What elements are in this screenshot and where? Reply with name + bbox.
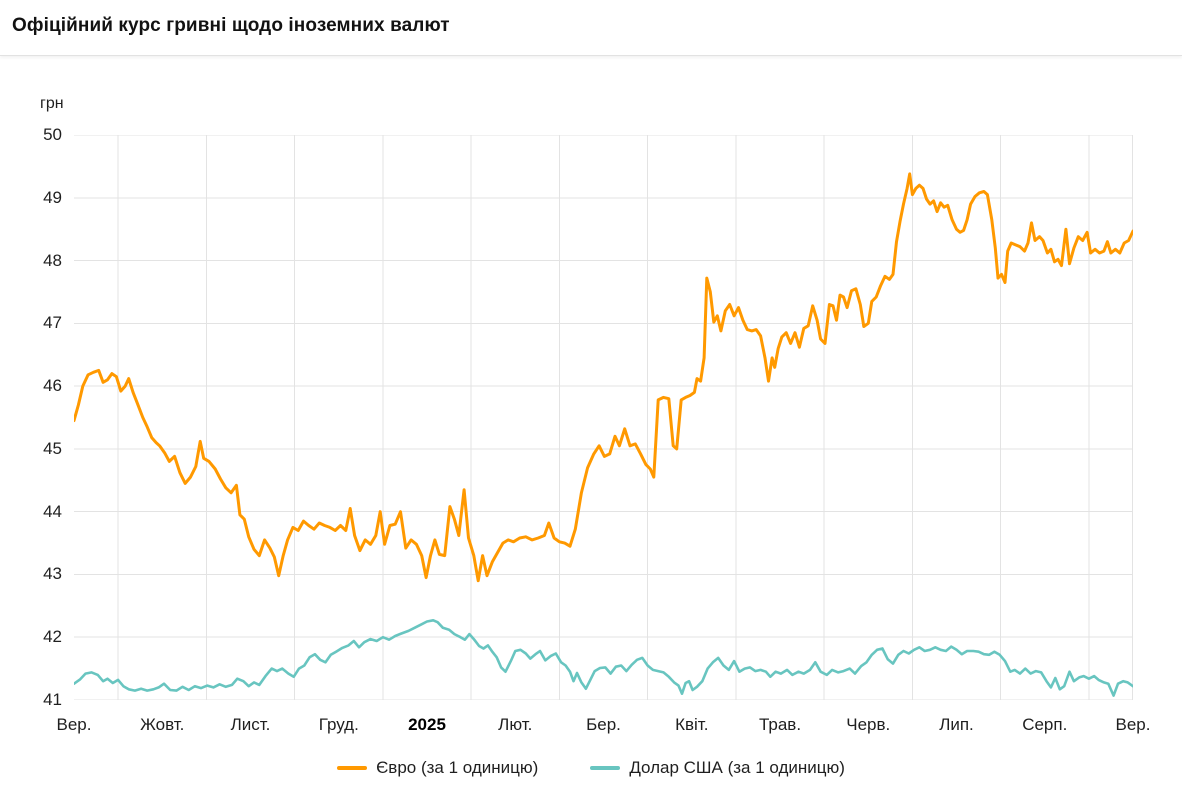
x-axis-tick-label: Лип. (939, 715, 974, 734)
x-axis-tick-label: Квіт. (675, 715, 709, 734)
x-axis-tick-label: Лист. (230, 715, 271, 734)
x-axis-tick-label: Жовт. (140, 715, 185, 734)
y-axis-tick-label: 42 (43, 627, 62, 647)
y-axis-tick-label: 50 (43, 125, 62, 144)
y-axis-tick-label: 43 (43, 564, 62, 584)
y-axis-tick-label: 44 (43, 501, 62, 521)
page-header: Офіційний курс гривні щодо іноземних вал… (0, 0, 1182, 56)
y-axis-tick-label: 46 (43, 376, 62, 396)
eur-series-line (74, 172, 1133, 583)
page-title: Офіційний курс гривні щодо іноземних вал… (12, 15, 450, 36)
y-axis-unit-label: грн (40, 95, 64, 112)
x-axis-tick-label: Вер. (1115, 715, 1151, 734)
legend-item-eur[interactable]: Євро (за 1 одиницю) (337, 757, 538, 779)
exchange-rate-chart[interactable]: грн 50 49 48 47 46 45 44 43 42 41 Вер. Жовт. Лист. Г… (0, 57, 1182, 797)
chart-legend: Євро (за 1 одиницю) Долар США (за 1 одини… (0, 757, 1182, 779)
chart-plot-area[interactable] (74, 135, 1133, 700)
x-axis-tick-label: Трав. (758, 715, 802, 734)
y-axis-tick-label: 47 (43, 313, 62, 333)
y-axis-tick-label: 48 (43, 250, 62, 270)
x-axis-tick-label: 2025 (408, 715, 446, 734)
x-axis-tick-label: Черв. (846, 715, 891, 734)
x-axis-tick-label: Бер. (586, 715, 621, 734)
y-axis-tick-label: 41 (43, 690, 62, 709)
x-axis-tick-label: Вер. (56, 715, 92, 734)
usd-series-line (74, 619, 1133, 697)
y-axis-tick-label: 49 (43, 187, 62, 207)
legend-swatch (590, 766, 621, 770)
legend-label: Євро (за 1 одиницю) (376, 758, 539, 777)
legend-item-usd[interactable]: Долар США (за 1 одиницю) (590, 757, 845, 779)
y-axis-tick-label: 45 (43, 438, 62, 458)
legend-label: Долар США (за 1 одиницю) (629, 758, 845, 777)
x-axis-tick-label: Лют. (498, 715, 533, 734)
x-axis-tick-label: Груд. (318, 715, 359, 734)
x-axis-tick-label: Серп. (1022, 715, 1068, 734)
legend-swatch (337, 766, 368, 770)
